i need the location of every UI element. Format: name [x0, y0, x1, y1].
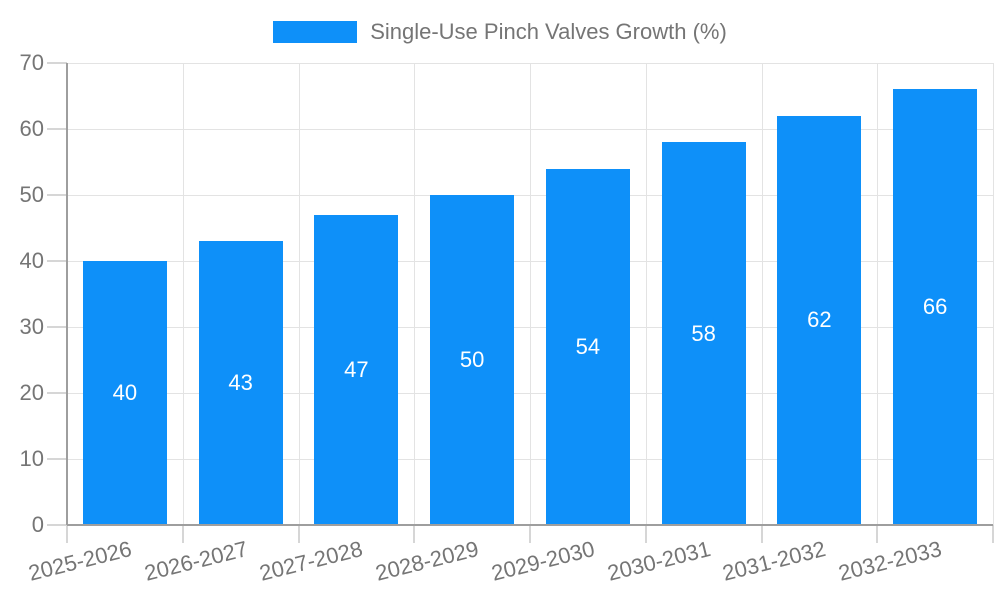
y-axis-tick — [47, 260, 67, 262]
bar[interactable] — [777, 115, 862, 524]
bar[interactable] — [314, 214, 399, 524]
bar[interactable] — [430, 195, 515, 524]
x-axis-label: 2029-2030 — [488, 536, 597, 586]
v-gridline — [414, 63, 416, 525]
x-axis-label: 2032-2033 — [836, 536, 945, 586]
x-axis-tick — [760, 525, 763, 543]
legend-label: Single-Use Pinch Valves Growth (%) — [370, 19, 727, 44]
x-axis-label: 2030-2031 — [604, 536, 713, 586]
x-axis-tick — [992, 525, 994, 543]
bar-value-label: 40 — [112, 380, 138, 405]
v-gridline — [645, 63, 647, 525]
v-gridline — [877, 63, 879, 525]
y-axis-tick — [47, 458, 67, 460]
x-axis-label: 2025-2026 — [25, 536, 134, 586]
y-axis-label: 0 — [31, 512, 44, 537]
bar[interactable] — [82, 261, 167, 524]
y-axis-tick — [47, 326, 67, 328]
y-axis-label: 50 — [19, 182, 44, 207]
v-gridline — [761, 63, 763, 525]
v-gridline — [530, 63, 531, 525]
v-gridline — [993, 63, 994, 525]
y-axis-label: 60 — [19, 116, 44, 141]
x-axis-label: 2026-2027 — [141, 536, 250, 586]
legend-item[interactable]: Single-Use Pinch Valves Growth (%) — [0, 17, 1000, 47]
y-axis-tick — [47, 524, 67, 526]
y-axis-tick — [47, 62, 67, 64]
y-axis-label: 70 — [19, 50, 44, 75]
y-axis-label: 20 — [19, 380, 44, 405]
x-axis-tick — [66, 525, 68, 543]
x-axis-tick — [529, 525, 531, 543]
x-axis-tick — [181, 525, 184, 543]
bar[interactable] — [661, 142, 746, 524]
y-axis-tick — [47, 194, 67, 196]
bar[interactable] — [893, 89, 978, 524]
x-axis-line — [67, 524, 993, 526]
bar-value-label: 66 — [922, 294, 948, 320]
legend-swatch-icon — [273, 21, 358, 43]
y-axis-tick — [47, 392, 67, 394]
v-gridline — [298, 63, 300, 525]
x-axis-tick — [297, 525, 300, 543]
x-axis-tick — [413, 525, 416, 543]
bar-value-label: 54 — [575, 333, 601, 359]
x-axis-label: 2031-2032 — [720, 536, 829, 586]
bar-value-label: 50 — [459, 347, 485, 372]
x-axis-label: 2027-2028 — [257, 536, 366, 586]
x-axis-label: 2028-2029 — [373, 536, 482, 586]
y-axis-label: 40 — [19, 248, 44, 273]
bar[interactable] — [545, 168, 630, 524]
bar-value-label: 47 — [344, 356, 369, 382]
y-axis-line — [66, 63, 68, 525]
y-axis-label: 30 — [19, 314, 44, 339]
v-gridline — [182, 63, 184, 525]
bar-value-label: 43 — [228, 370, 253, 396]
y-axis-label: 10 — [19, 446, 44, 471]
bar-value-label: 58 — [691, 320, 716, 346]
x-axis-tick — [644, 525, 647, 543]
bar[interactable] — [198, 241, 283, 524]
bar-value-label: 62 — [807, 307, 832, 333]
x-axis-tick — [876, 525, 879, 543]
y-axis-tick — [47, 128, 67, 130]
